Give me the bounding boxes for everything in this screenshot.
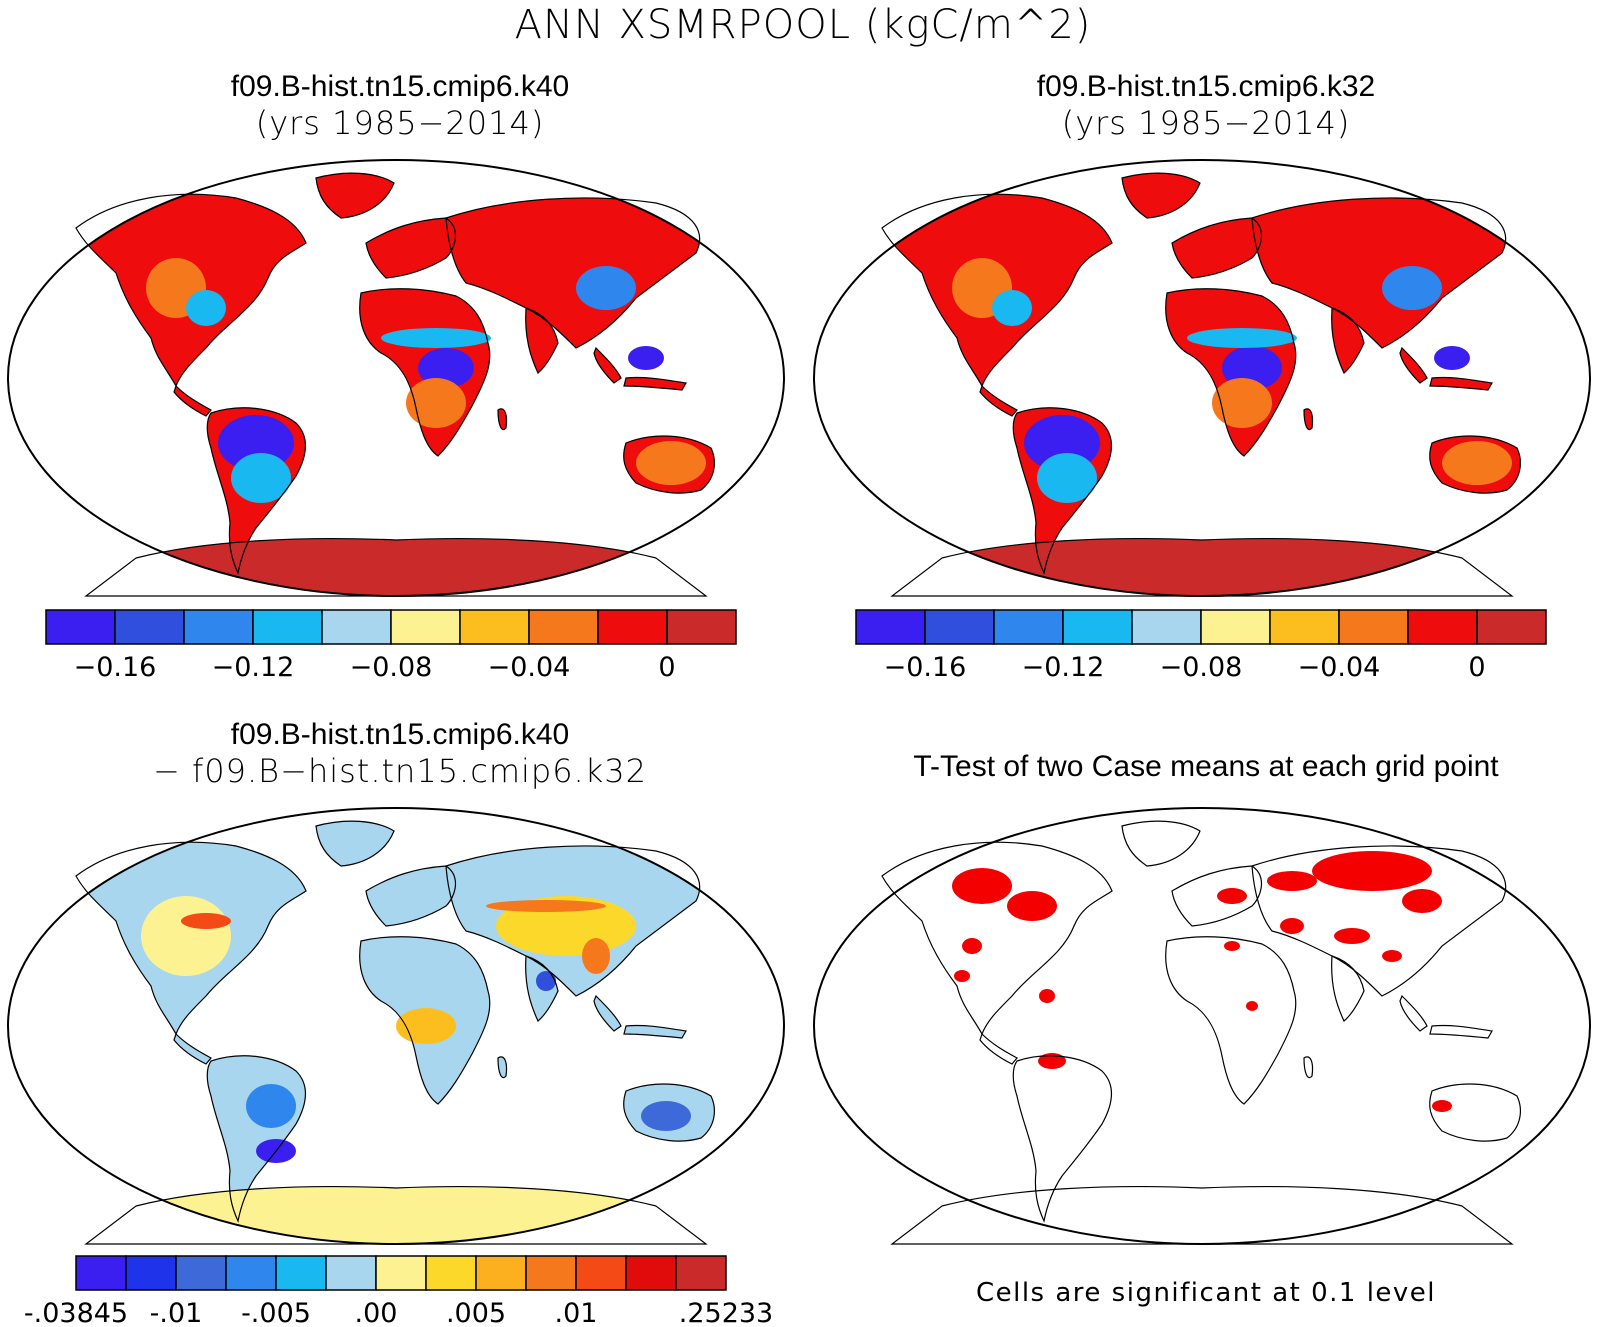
colorbar-swatch <box>675 1255 727 1291</box>
colorbar-tick-label: −0.12 <box>1022 652 1105 683</box>
colorbar-swatch <box>275 1255 327 1291</box>
colorbar-swatch <box>855 609 926 645</box>
colorbar-tick-label: .25233 <box>679 1298 773 1324</box>
colorbar-swatch <box>475 1255 527 1291</box>
map-difference <box>7 807 785 1245</box>
colorbar-tick-label: −0.04 <box>488 652 571 683</box>
map-case-k32 <box>813 159 1591 597</box>
panel-case-name: f09.B-hist.tn15.cmip6.k32 <box>1036 70 1376 103</box>
colorbar-tick-label: 0 <box>1468 652 1485 683</box>
colorbar-tick-label: −0.16 <box>884 652 967 683</box>
colorbar-swatch <box>1200 609 1271 645</box>
panel-title-top-left: f09.B-hist.tn15.cmip6.k40 (yrs 1985−2014… <box>30 70 770 142</box>
colorbar-tick-label: -.005 <box>241 1298 311 1324</box>
colorbar-tick-label: −0.04 <box>1298 652 1381 683</box>
colorbar-swatch <box>45 609 116 645</box>
colorbar-tick-label: -.01 <box>150 1298 203 1324</box>
panel-years: (yrs 1985−2014) <box>255 104 545 142</box>
colorbar-swatch <box>625 1255 677 1291</box>
map-ttest <box>813 807 1591 1245</box>
colorbar-tick-label: .00 <box>355 1298 398 1324</box>
colorbar-swatch <box>425 1255 477 1291</box>
colorbar-swatch <box>1407 609 1478 645</box>
colorbar-tick-label: -.03845 <box>24 1298 128 1324</box>
colorbar-swatch <box>125 1255 177 1291</box>
significant-cells <box>952 851 1452 1112</box>
panel-title-top-right: f09.B-hist.tn15.cmip6.k32 (yrs 1985−2014… <box>836 70 1576 142</box>
colorbar-swatch <box>75 1255 127 1291</box>
colorbar-swatch <box>1476 609 1547 645</box>
colorbar-tick-label: 0 <box>658 652 675 683</box>
colorbar-swatch <box>252 609 323 645</box>
colorbar-swatch <box>459 609 530 645</box>
panel-subtracted-case: − f09.B−hist.tn15.cmip6.k32 <box>153 752 647 790</box>
colorbar-swatch <box>390 609 461 645</box>
colorbar-swatch <box>1338 609 1409 645</box>
colorbar-tick-label: .01 <box>555 1298 598 1324</box>
figure-title: ANN XSMRPOOL (kgC/m^2) <box>514 2 1092 48</box>
panel-case-name: f09.B-hist.tn15.cmip6.k40 <box>230 70 570 103</box>
colorbar-swatch <box>114 609 185 645</box>
panel-title-bottom-right: T-Test of two Case means at each grid po… <box>836 750 1576 784</box>
colorbar-top-left: −0.16 −0.12 −0.08 −0.04 0 <box>45 609 737 683</box>
colorbar-tick-label: −0.16 <box>74 652 157 683</box>
significance-note: Cells are significant at 0.1 level <box>975 1278 1437 1308</box>
colorbar-tick-label: .005 <box>446 1298 506 1324</box>
colorbar-swatch <box>1062 609 1133 645</box>
map-case-k40 <box>7 159 785 597</box>
colorbar-swatch <box>528 609 599 645</box>
colorbar-swatch <box>666 609 737 645</box>
colorbar-tick-label: −0.12 <box>212 652 295 683</box>
colorbar-swatch <box>575 1255 627 1291</box>
colorbar-swatch <box>375 1255 427 1291</box>
panel-title-bottom-left: f09.B-hist.tn15.cmip6.k40 − f09.B−hist.t… <box>30 718 770 790</box>
colorbar-top-right: −0.16 −0.12 −0.08 −0.04 0 <box>855 609 1547 683</box>
colorbar-swatch <box>183 609 254 645</box>
colorbar-swatch <box>1131 609 1202 645</box>
colorbar-swatch <box>993 609 1064 645</box>
panel-case-name: f09.B-hist.tn15.cmip6.k40 <box>230 718 570 751</box>
colorbar-tick-label: −0.08 <box>350 652 433 683</box>
colorbar-swatch <box>1269 609 1340 645</box>
colorbar-swatch <box>924 609 995 645</box>
colorbar-swatch <box>175 1255 227 1291</box>
colorbar-swatch <box>225 1255 277 1291</box>
colorbar-difference: -.03845 -.01 -.005 .00 .005 .01 .25233 <box>24 1255 773 1324</box>
colorbar-swatch <box>525 1255 577 1291</box>
colorbar-swatch <box>597 609 668 645</box>
colorbar-tick-label: −0.08 <box>1160 652 1243 683</box>
colorbar-swatch <box>325 1255 377 1291</box>
panel-years: (yrs 1985−2014) <box>1061 104 1351 142</box>
ttest-title: T-Test of two Case means at each grid po… <box>913 750 1499 783</box>
colorbar-swatch <box>321 609 392 645</box>
